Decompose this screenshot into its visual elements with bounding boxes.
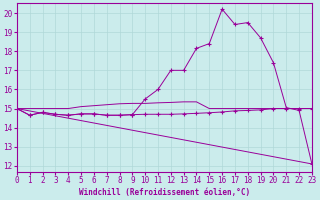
X-axis label: Windchill (Refroidissement éolien,°C): Windchill (Refroidissement éolien,°C): [79, 188, 250, 197]
